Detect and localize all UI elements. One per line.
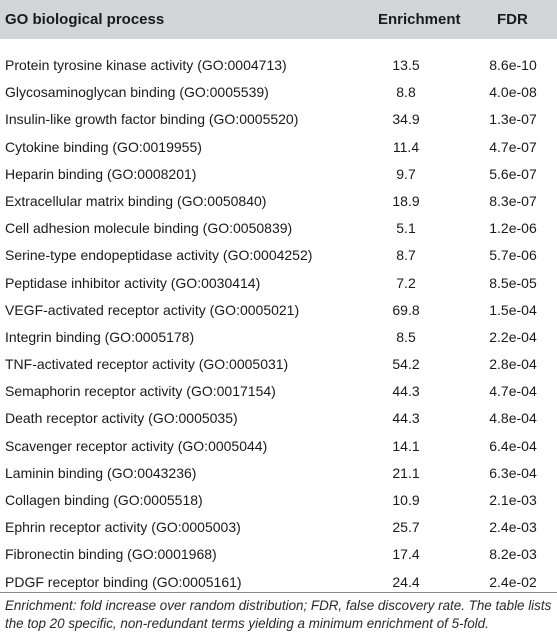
cell-fdr: 4.7e-04 <box>489 383 537 400</box>
cell-go-process: Cytokine binding (GO:0019955) <box>5 138 202 155</box>
table-row: Fibronectin binding (GO:0001968) 17.4 8.2e… <box>0 541 557 568</box>
cell-fdr: 4.7e-07 <box>489 138 537 155</box>
table-row: Protein tyrosine kinase activity (GO:000… <box>0 52 557 79</box>
cell-enrichment: 8.5 <box>396 328 416 345</box>
cell-enrichment: 44.3 <box>392 383 420 400</box>
cell-fdr: 2.8e-04 <box>489 356 537 373</box>
table-row: Cytokine binding (GO:0019955) 11.4 4.7e-07 <box>0 134 557 161</box>
header-enrichment: Enrichment <box>378 11 461 28</box>
cell-go-process: Collagen binding (GO:0005518) <box>5 492 203 508</box>
cell-enrichment: 25.7 <box>392 519 420 536</box>
cell-fdr: 2.4e-03 <box>489 519 537 536</box>
table-row: Extracellular matrix binding (GO:0050840… <box>0 188 557 215</box>
cell-go-process: PDGF receptor binding (GO:0005161) <box>5 573 242 590</box>
cell-go-process: Fibronectin binding (GO:0001968) <box>5 546 217 563</box>
table-row: VEGF-activated receptor activity (GO:000… <box>0 297 557 324</box>
table-row: TNF-activated receptor activity (GO:0005… <box>0 351 557 378</box>
table-row: Insulin-like growth factor binding (GO:0… <box>0 106 557 133</box>
cell-fdr: 4.8e-04 <box>489 410 537 427</box>
cell-enrichment: 8.7 <box>396 247 416 264</box>
cell-enrichment: 21.1 <box>392 464 420 481</box>
cell-go-process: Scavenger receptor activity (GO:0005044) <box>5 437 268 454</box>
cell-enrichment: 17.4 <box>392 546 420 563</box>
cell-enrichment: 13.5 <box>392 57 420 73</box>
table-body: Protein tyrosine kinase activity (GO:000… <box>0 52 557 596</box>
cell-fdr: 2.2e-04 <box>489 328 537 345</box>
table-row: Ephrin receptor activity (GO:0005003) 25.… <box>0 514 557 541</box>
cell-enrichment: 10.9 <box>392 492 420 508</box>
table-row: Peptidase inhibitor activity (GO:0030414… <box>0 270 557 297</box>
cell-go-process: Death receptor activity (GO:0005035) <box>5 410 238 427</box>
table-row: Scavenger receptor activity (GO:0005044)… <box>0 433 557 460</box>
cell-enrichment: 34.9 <box>392 111 420 128</box>
cell-go-process: Protein tyrosine kinase activity (GO:000… <box>5 57 287 73</box>
cell-go-process: Insulin-like growth factor binding (GO:0… <box>5 111 299 128</box>
cell-fdr: 4.0e-08 <box>489 84 537 101</box>
cell-enrichment: 11.4 <box>392 138 420 155</box>
table-row: Glycosaminoglycan binding (GO:0005539) 8.… <box>0 79 557 106</box>
cell-go-process: Laminin binding (GO:0043236) <box>5 464 197 481</box>
cell-enrichment: 18.9 <box>392 192 420 209</box>
header-go-process: GO biological process <box>5 11 165 28</box>
cell-go-process: TNF-activated receptor activity (GO:0005… <box>5 356 289 373</box>
cell-fdr: 1.3e-07 <box>489 111 537 128</box>
cell-go-process: Peptidase inhibitor activity (GO:0030414… <box>5 274 261 291</box>
cell-go-process: Serine-type endopeptidase activity (GO:0… <box>5 247 313 264</box>
table-row: Semaphorin receptor activity (GO:0017154… <box>0 378 557 405</box>
cell-enrichment: 8.8 <box>396 84 416 101</box>
header-fdr: FDR <box>497 11 528 28</box>
cell-fdr: 8.6e-10 <box>489 57 537 73</box>
table-row: Death receptor activity (GO:0005035) 44.3… <box>0 405 557 432</box>
cell-go-process: Heparin binding (GO:0008201) <box>5 165 197 182</box>
cell-enrichment: 14.1 <box>392 437 420 454</box>
table-row: Integrin binding (GO:0005178) 8.5 2.2e-04 <box>0 324 557 351</box>
cell-go-process: Ephrin receptor activity (GO:0005003) <box>5 519 241 536</box>
cell-fdr: 6.3e-04 <box>489 464 537 481</box>
cell-fdr: 8.5e-05 <box>489 274 537 291</box>
cell-enrichment: 9.7 <box>396 165 416 182</box>
table-row: Serine-type endopeptidase activity (GO:0… <box>0 242 557 269</box>
cell-fdr: 1.5e-04 <box>489 301 537 318</box>
cell-go-process: Semaphorin receptor activity (GO:0017154… <box>5 383 276 400</box>
table-row: Cell adhesion molecule binding (GO:00508… <box>0 215 557 242</box>
cell-enrichment: 24.4 <box>392 573 420 590</box>
cell-enrichment: 69.8 <box>392 301 420 318</box>
cell-fdr: 5.6e-07 <box>489 165 537 182</box>
table-footnote: Enrichment: fold increase over random di… <box>5 598 552 631</box>
cell-go-process: Integrin binding (GO:0005178) <box>5 328 195 345</box>
table-row: Heparin binding (GO:0008201) 9.7 5.6e-07 <box>0 161 557 188</box>
table-row: Laminin binding (GO:0043236) 21.1 6.3e-04 <box>0 460 557 487</box>
cell-fdr: 5.7e-06 <box>489 247 537 264</box>
cell-fdr: 2.4e-02 <box>489 573 537 590</box>
cell-enrichment: 7.2 <box>396 274 416 291</box>
cell-fdr: 8.2e-03 <box>489 546 537 563</box>
cell-enrichment: 5.1 <box>396 220 416 237</box>
cell-go-process: Extracellular matrix binding (GO:0050840… <box>5 192 267 209</box>
cell-fdr: 1.2e-06 <box>489 220 537 237</box>
table-header: GO biological process Enrichment FDR <box>0 0 557 39</box>
cell-fdr: 2.1e-03 <box>489 492 537 508</box>
table-bottom-rule <box>0 592 557 593</box>
cell-go-process: Glycosaminoglycan binding (GO:0005539) <box>5 84 269 101</box>
cell-fdr: 8.3e-07 <box>489 192 537 209</box>
cell-enrichment: 54.2 <box>392 356 420 373</box>
cell-enrichment: 44.3 <box>392 410 420 427</box>
cell-fdr: 6.4e-04 <box>489 437 537 454</box>
cell-go-process: Cell adhesion molecule binding (GO:00508… <box>5 220 293 237</box>
cell-go-process: VEGF-activated receptor activity (GO:000… <box>5 301 300 318</box>
table-row: Collagen binding (GO:0005518) 10.9 2.1e-03 <box>0 487 557 514</box>
table-row: PDGF receptor binding (GO:0005161) 24.4 2.… <box>0 569 557 596</box>
